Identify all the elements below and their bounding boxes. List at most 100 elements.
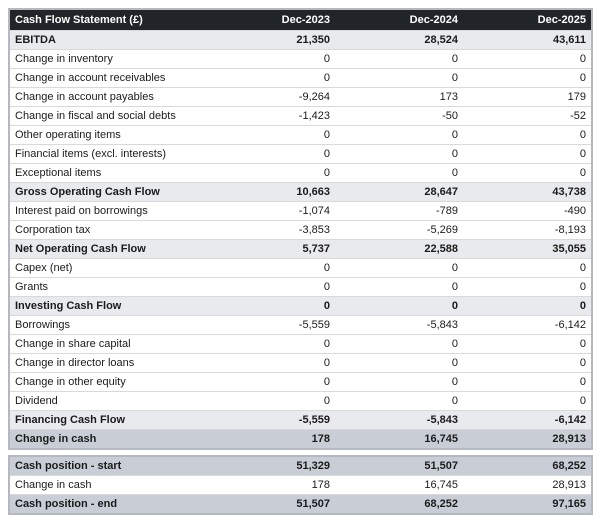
value-cell: 173 [439, 91, 458, 103]
row-label: Cash position - end [15, 498, 118, 510]
value-cell: -6,142 [554, 319, 586, 331]
value-cell: 0 [323, 338, 330, 350]
value-cell: 0 [579, 53, 586, 65]
row-label: Capex (net) [15, 262, 73, 274]
row-label: Change in account payables [15, 91, 154, 103]
value-cell: 0 [323, 376, 330, 388]
value-cell: 5,737 [302, 243, 330, 255]
row-label: Cash position - start [15, 460, 122, 472]
value-cell: 0 [579, 72, 586, 84]
value-cell: 0 [323, 148, 330, 160]
table-row: Change in share capital 0 0 0 [10, 334, 591, 353]
cash-position-table: Cash position - start 51,329 51,507 68,252 C… [8, 455, 593, 515]
value-cell: 0 [451, 281, 458, 293]
value-cell: 0 [451, 376, 458, 388]
row-label: Exceptional items [15, 167, 102, 179]
value-cell: 0 [451, 395, 458, 407]
value-cell: 16,745 [424, 433, 458, 445]
value-cell: 0 [579, 262, 586, 274]
value-cell: 0 [451, 357, 458, 369]
table-row: Other operating items 0 0 0 [10, 125, 591, 144]
value-cell: 68,252 [552, 460, 586, 472]
table-row: Gross Operating Cash Flow 10,663 28,647 43,… [10, 182, 591, 201]
row-label: Change in inventory [15, 53, 113, 65]
table-row: Financial items (excl. interests) 0 0 0 [10, 144, 591, 163]
row-label: Change in account receivables [15, 72, 166, 84]
table-row: Grants 0 0 0 [10, 277, 591, 296]
value-cell: 178 [311, 433, 330, 445]
value-cell: 0 [451, 129, 458, 141]
value-cell: 43,611 [552, 34, 586, 46]
table-row: Change in cash 178 16,745 28,913 [10, 429, 591, 448]
row-label: Change in share capital [15, 338, 131, 350]
value-cell: 0 [579, 376, 586, 388]
value-cell: -8,193 [554, 224, 586, 236]
table-row: EBITDA 21,350 28,524 43,611 [10, 30, 591, 49]
value-cell: 28,913 [552, 479, 586, 491]
table-header-row: Cash Flow Statement (£) Dec-2023 Dec-202… [10, 10, 591, 30]
row-label: Grants [15, 281, 49, 293]
value-cell: -1,423 [298, 110, 330, 122]
table-row: Change in director loans 0 0 0 [10, 353, 591, 372]
cash-flow-table: Cash Flow Statement (£) Dec-2023 Dec-202… [8, 8, 593, 450]
row-label: Change in other equity [15, 376, 126, 388]
value-cell: 179 [567, 91, 586, 103]
value-cell: 0 [451, 72, 458, 84]
table-row: Borrowings -5,559 -5,843 -6,142 [10, 315, 591, 334]
value-cell: -490 [563, 205, 586, 217]
value-cell: 0 [579, 148, 586, 160]
row-label: Financial items (excl. interests) [15, 148, 166, 160]
value-cell: 0 [579, 357, 586, 369]
value-cell: 68,252 [424, 498, 458, 510]
value-cell: 178 [311, 479, 330, 491]
value-cell: -5,559 [298, 319, 330, 331]
value-cell: 0 [579, 395, 586, 407]
row-label: Gross Operating Cash Flow [15, 186, 160, 198]
value-cell: 0 [323, 167, 330, 179]
value-cell: 0 [323, 53, 330, 65]
table-row: Cash position - start 51,329 51,507 68,252 [10, 457, 591, 475]
row-label: Borrowings [15, 319, 71, 331]
value-cell: -52 [570, 110, 586, 122]
table-row: Financing Cash Flow -5,559 -5,843 -6,142 [10, 410, 591, 429]
table-row: Cash position - end 51,507 68,252 97,165 [10, 494, 591, 513]
value-cell: 35,055 [552, 243, 586, 255]
value-cell: -5,843 [426, 414, 458, 426]
value-cell: 0 [579, 300, 586, 312]
table-row: Exceptional items 0 0 0 [10, 163, 591, 182]
value-cell: -5,559 [298, 414, 330, 426]
value-cell: 97,165 [552, 498, 586, 510]
value-cell: 0 [323, 357, 330, 369]
value-cell: 0 [579, 281, 586, 293]
table-row: Change in fiscal and social debts -1,423 -… [10, 106, 591, 125]
value-cell: -6,142 [554, 414, 586, 426]
column-header-dec-2024: Dec-2024 [409, 14, 458, 26]
row-label: Interest paid on borrowings [15, 205, 148, 217]
value-cell: 0 [451, 338, 458, 350]
value-cell: 0 [323, 129, 330, 141]
value-cell: 10,663 [296, 186, 330, 198]
value-cell: 0 [451, 262, 458, 274]
column-header-dec-2023: Dec-2023 [281, 14, 330, 26]
cash-flow-statement: Cash Flow Statement (£) Dec-2023 Dec-202… [8, 8, 593, 515]
table-row: Capex (net) 0 0 0 [10, 258, 591, 277]
value-cell: 0 [579, 167, 586, 179]
table-title: Cash Flow Statement (£) [15, 14, 143, 26]
table-row: Investing Cash Flow 0 0 0 [10, 296, 591, 315]
value-cell: 0 [451, 148, 458, 160]
row-label: Investing Cash Flow [15, 300, 122, 312]
value-cell: 43,738 [552, 186, 586, 198]
value-cell: 21,350 [296, 34, 330, 46]
row-label: Change in fiscal and social debts [15, 110, 176, 122]
table-row: Change in account receivables 0 0 0 [10, 68, 591, 87]
table-row: Dividend 0 0 0 [10, 391, 591, 410]
value-cell: -789 [435, 205, 458, 217]
value-cell: 0 [323, 395, 330, 407]
row-label: Change in director loans [15, 357, 135, 369]
value-cell: 0 [451, 53, 458, 65]
value-cell: 0 [451, 300, 458, 312]
value-cell: 28,524 [424, 34, 458, 46]
value-cell: -5,269 [426, 224, 458, 236]
value-cell: -1,074 [298, 205, 330, 217]
table-row: Change in cash 178 16,745 28,913 [10, 475, 591, 494]
